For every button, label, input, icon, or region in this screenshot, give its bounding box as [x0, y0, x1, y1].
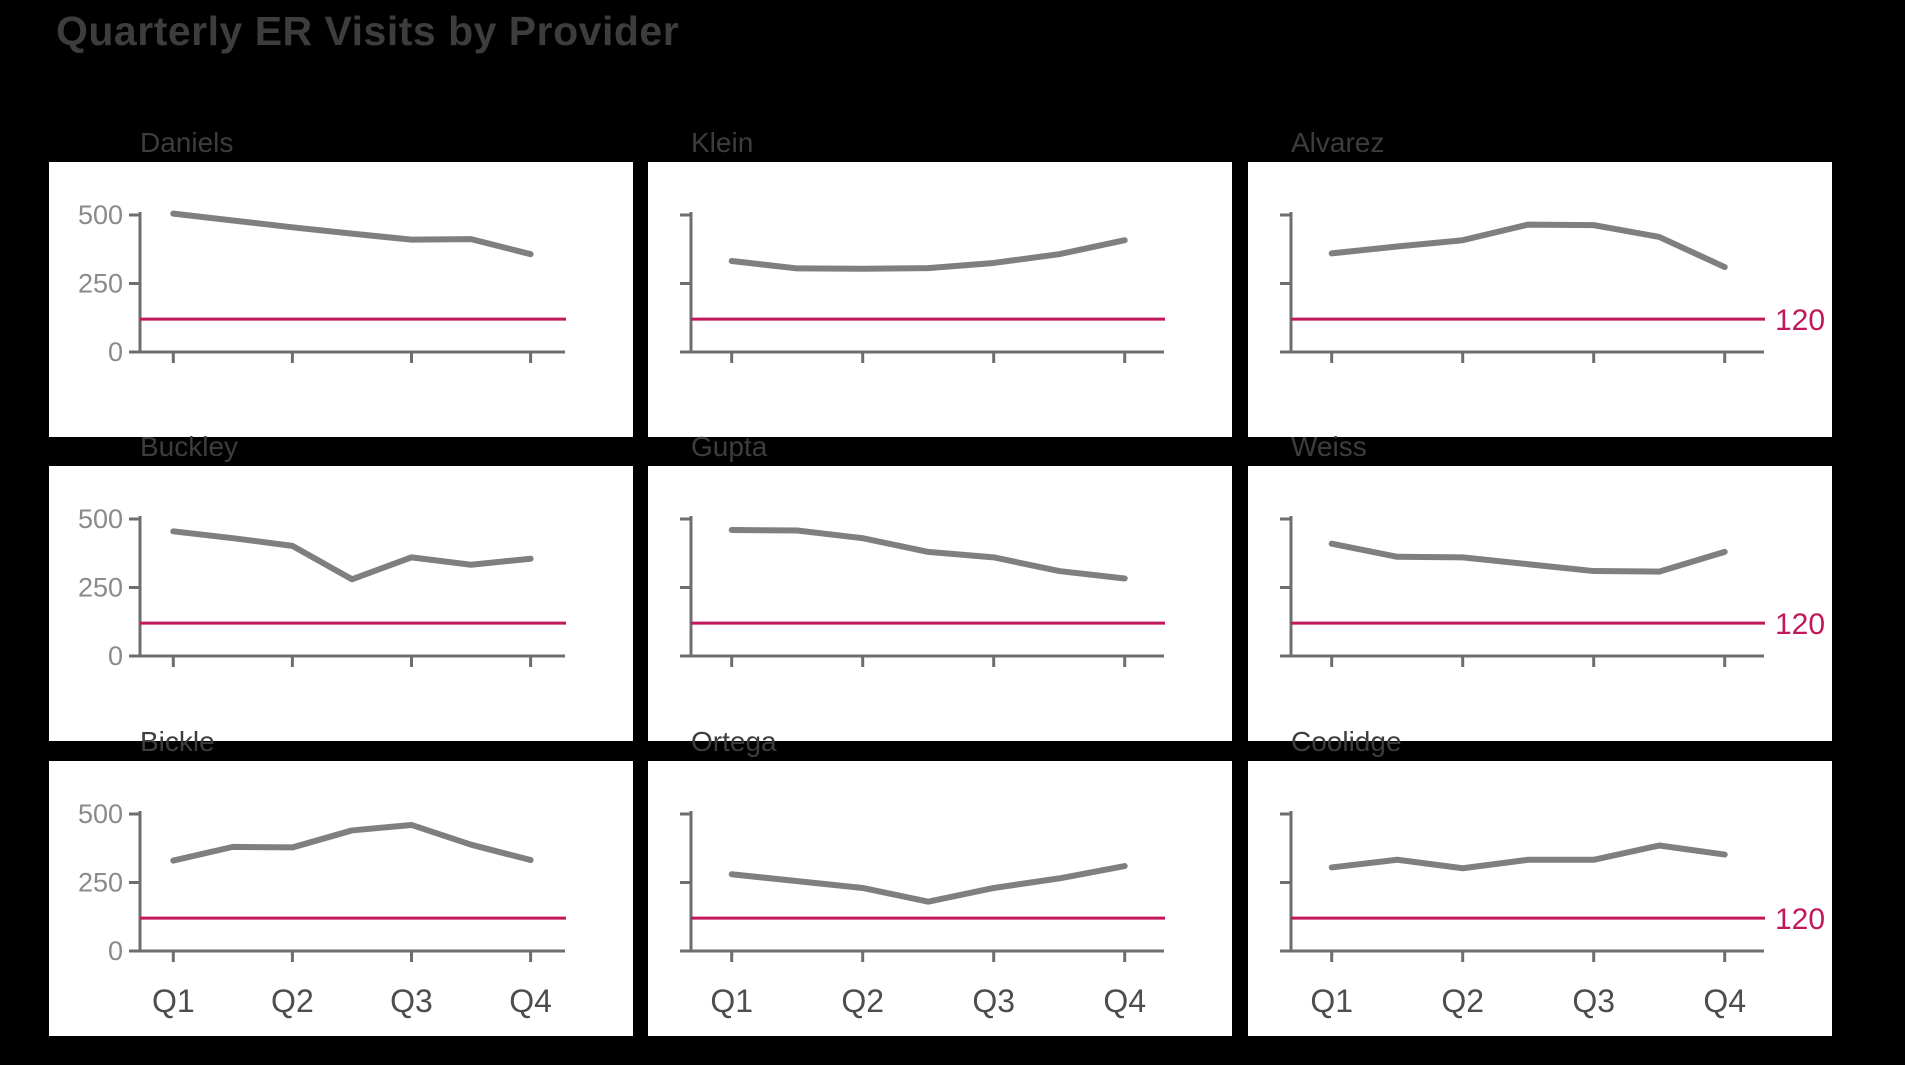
panel-title-alvarez: Alvarez	[1291, 127, 1385, 158]
reference-line-label: 120	[1775, 304, 1825, 337]
panel-chart-bickle: 0 250 500 Q1 Q2 Q3 Q4	[49, 761, 633, 1036]
y-tick-label: 250	[78, 868, 123, 898]
panel-chart-alvarez: 120	[1248, 162, 1832, 437]
series-line-alvarez	[1328, 221, 1728, 271]
series-line-ortega	[728, 863, 1128, 905]
x-tick-label-q4: Q4	[509, 983, 552, 1019]
panel-title-gupta: Gupta	[691, 431, 768, 462]
reference-line-label: 120	[1775, 903, 1825, 936]
x-tick-label-q2: Q2	[841, 983, 884, 1019]
panel-bickle: Bickle 0 250 500 Q1 Q2 Q3 Q4	[49, 726, 633, 1036]
panel-klein: Klein	[648, 127, 1232, 437]
y-tick-label: 0	[108, 641, 123, 671]
panel-chart-gupta	[648, 466, 1232, 741]
x-tick-label-q2: Q2	[271, 983, 314, 1019]
y-tick-label: 0	[108, 337, 123, 367]
y-tick-label: 250	[78, 573, 123, 603]
panel-coolidge: Coolidge Q1 Q2 Q3 Q4 120	[1248, 726, 1832, 1036]
panel-weiss: Weiss 120	[1248, 431, 1832, 741]
panel-chart-coolidge: Q1 Q2 Q3 Q4 120	[1248, 761, 1832, 1036]
x-tick-label-q4: Q4	[1703, 983, 1746, 1019]
y-tick-label: 0	[108, 936, 123, 966]
x-tick-label-q3: Q3	[972, 983, 1015, 1019]
x-tick-label-q1: Q1	[710, 983, 753, 1019]
y-tick-label: 500	[78, 504, 123, 534]
panel-buckley: Buckley 0 250 500	[49, 431, 633, 741]
series-line-buckley	[170, 528, 534, 583]
series-line-daniels	[170, 210, 534, 258]
panel-chart-ortega: Q1 Q2 Q3 Q4	[648, 761, 1232, 1036]
panel-title-bickle: Bickle	[140, 726, 215, 757]
panel-title-coolidge: Coolidge	[1291, 726, 1402, 757]
panel-title-weiss: Weiss	[1291, 431, 1367, 462]
series-line-weiss	[1328, 540, 1728, 575]
panel-ortega: Ortega Q1 Q2 Q3 Q4	[648, 726, 1232, 1036]
x-tick-label-q1: Q1	[152, 983, 195, 1019]
panel-gupta: Gupta	[648, 431, 1232, 741]
panel-title-ortega: Ortega	[691, 726, 777, 757]
y-tick-label: 250	[78, 269, 123, 299]
figure-title: Quarterly ER Visits by Provider	[56, 8, 680, 54]
panel-chart-weiss: 120	[1248, 466, 1832, 741]
panel-title-daniels: Daniels	[140, 127, 234, 158]
series-line-klein	[728, 237, 1128, 272]
panel-daniels: Daniels 0 250 500	[49, 127, 633, 437]
panel-title-klein: Klein	[691, 127, 754, 158]
series-line-gupta	[728, 526, 1128, 582]
panel-alvarez: Alvarez 120	[1248, 127, 1832, 437]
x-tick-label-q3: Q3	[390, 983, 433, 1019]
series-line-bickle	[170, 821, 534, 864]
y-tick-label: 500	[78, 799, 123, 829]
panel-chart-daniels: 0 250 500	[49, 162, 633, 437]
x-tick-label-q4: Q4	[1103, 983, 1146, 1019]
reference-line-label: 120	[1775, 608, 1825, 641]
x-tick-label-q3: Q3	[1572, 983, 1615, 1019]
series-line-coolidge	[1328, 842, 1728, 872]
panel-chart-buckley: 0 250 500	[49, 466, 633, 741]
panel-title-buckley: Buckley	[140, 431, 239, 462]
panel-chart-klein	[648, 162, 1232, 437]
x-tick-label-q1: Q1	[1310, 983, 1353, 1019]
y-tick-label: 500	[78, 200, 123, 230]
x-tick-label-q2: Q2	[1441, 983, 1484, 1019]
